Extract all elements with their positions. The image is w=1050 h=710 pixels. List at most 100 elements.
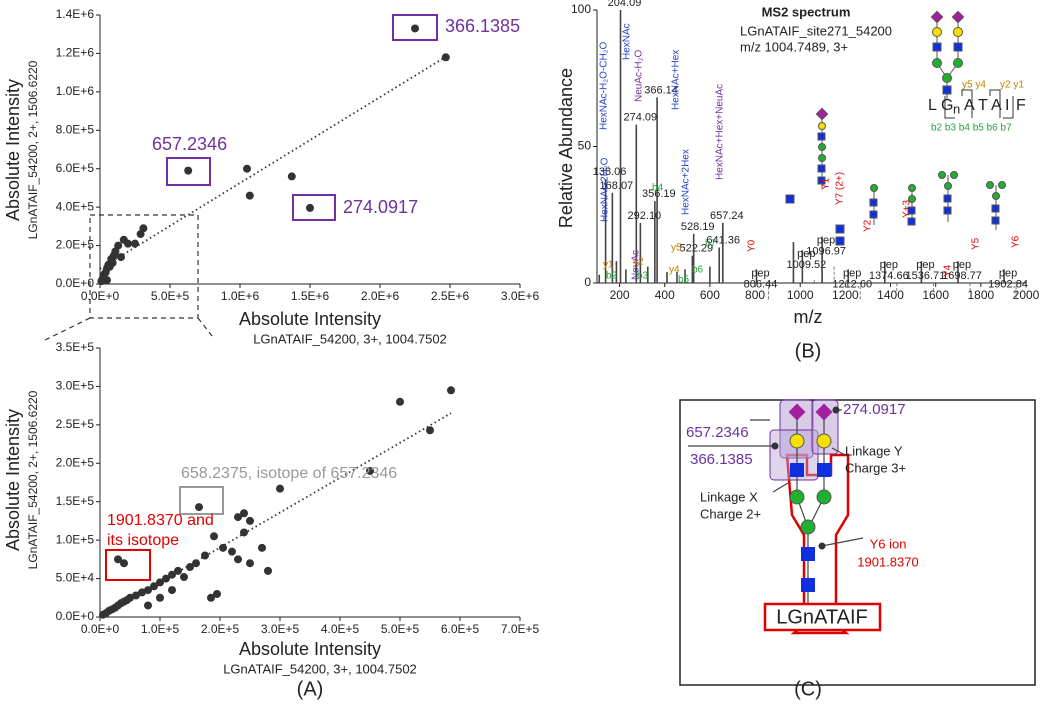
ion-label: Y2 bbox=[863, 219, 874, 232]
data-point bbox=[117, 253, 125, 262]
data-point bbox=[144, 586, 152, 595]
x-axis-label: Absolute Intensity bbox=[239, 639, 381, 659]
peak-label: 292.10 bbox=[628, 210, 662, 222]
mass-label: 366.1385 bbox=[690, 451, 753, 468]
data-point bbox=[426, 426, 434, 435]
data-point bbox=[411, 24, 419, 33]
data-point bbox=[245, 191, 254, 200]
peak bbox=[692, 233, 695, 283]
x-tick-label: 2.0E+6 bbox=[361, 289, 400, 303]
peak bbox=[722, 222, 724, 283]
data-point bbox=[138, 588, 146, 597]
data-point bbox=[156, 593, 164, 602]
x-tick-label: 1.5E+6 bbox=[291, 289, 330, 303]
data-point bbox=[240, 528, 248, 537]
data-point bbox=[246, 559, 254, 568]
annotation: 657.2346 bbox=[152, 134, 227, 154]
data-point bbox=[366, 466, 374, 475]
data-point bbox=[114, 555, 122, 564]
peak-prefix: pep bbox=[880, 259, 898, 271]
data-point bbox=[234, 555, 242, 564]
y-tick-label: 3.0E+5 bbox=[56, 379, 95, 393]
peak-label: 168.07 bbox=[600, 180, 634, 192]
peak bbox=[635, 124, 638, 283]
fragment-label: HexNAc-2H₂O bbox=[600, 157, 611, 222]
data-point bbox=[114, 241, 123, 250]
peak bbox=[611, 192, 614, 283]
sequence-residue: I bbox=[1005, 97, 1009, 114]
ion-label: Y5 bbox=[971, 237, 982, 250]
peak-label: 806.44 bbox=[744, 278, 778, 290]
data-point bbox=[195, 503, 203, 512]
x-tick-label: 1200 bbox=[832, 288, 859, 302]
b-ion-labels: b2 b3 b4 b5 b6 b7 bbox=[931, 123, 1012, 134]
peak bbox=[654, 201, 656, 283]
panel-label: (A) bbox=[297, 678, 324, 700]
fragment-label: HexNAc+2Hex bbox=[681, 149, 692, 215]
y-tick-label: 1.0E+6 bbox=[56, 84, 95, 98]
glycan-diagram bbox=[688, 399, 882, 635]
data-point bbox=[156, 578, 164, 587]
peak-label: 1536.71 bbox=[906, 270, 946, 282]
peak bbox=[755, 269, 758, 283]
data-point bbox=[201, 551, 209, 560]
ion-label: Y+3 bbox=[902, 199, 913, 218]
ion-label: b7 bbox=[705, 239, 717, 250]
peak bbox=[639, 222, 642, 283]
annotation-box bbox=[179, 486, 224, 515]
ion-label: Y7 (2+) bbox=[835, 172, 846, 205]
linkage-label: Linkage Y bbox=[845, 443, 903, 458]
ion-label: b2 bbox=[606, 271, 618, 282]
data-point bbox=[219, 543, 227, 552]
chart-title: MS2 spectrum bbox=[762, 4, 851, 19]
peak-prefix: pep bbox=[751, 267, 769, 279]
diagram-frame bbox=[679, 399, 1036, 686]
y-axis-sublabel: LGnATAIF_54200, 2+, 1506.6220 bbox=[26, 390, 40, 569]
peak bbox=[684, 269, 686, 283]
data-point bbox=[396, 397, 404, 406]
ion-label: b4 bbox=[652, 183, 664, 194]
peak-label: 356.19 bbox=[642, 188, 676, 200]
ion-label: Y1 bbox=[821, 177, 832, 190]
fragment-label: NeuAc bbox=[631, 250, 642, 280]
peak bbox=[656, 97, 658, 283]
linkage-label: Charge 2+ bbox=[700, 506, 761, 521]
sequence-residue: n bbox=[953, 101, 960, 116]
peak bbox=[821, 236, 823, 283]
chart-subtitle: m/z 1004.7489, 3+ bbox=[740, 39, 848, 54]
panel-label: (C) bbox=[794, 678, 822, 700]
fragment-label: HexNAc+Hex+NeuAc bbox=[715, 84, 726, 180]
data-point bbox=[124, 239, 132, 248]
y-tick-label: 6.0E+5 bbox=[56, 161, 95, 175]
peak-label: 274.09 bbox=[623, 112, 657, 124]
zoom-indicator bbox=[44, 214, 213, 341]
y-tick-label: 1.4E+6 bbox=[56, 7, 95, 21]
peak-prefix: pep bbox=[999, 267, 1017, 279]
y-tick-label: 1.0E+5 bbox=[56, 532, 95, 546]
data-point bbox=[246, 516, 254, 525]
trendline bbox=[99, 56, 447, 270]
data-point bbox=[103, 276, 111, 285]
peak bbox=[691, 255, 694, 283]
data-point bbox=[210, 532, 218, 541]
ion-label: b3 bbox=[637, 271, 649, 282]
peak-label: 366.14 bbox=[644, 84, 678, 96]
data-point bbox=[162, 574, 170, 583]
x-tick-label: 5.0E+5 bbox=[151, 289, 190, 303]
ion-label: Y0 bbox=[747, 239, 758, 252]
sequence-residue: A bbox=[991, 97, 1002, 114]
peak bbox=[957, 261, 959, 283]
sequence-residue: G bbox=[941, 97, 953, 114]
data-point bbox=[287, 172, 296, 181]
x-tick-label: 3.0E+5 bbox=[261, 622, 300, 636]
peak-prefix: pep bbox=[797, 248, 815, 260]
data-point bbox=[234, 513, 242, 522]
data-point bbox=[276, 484, 284, 493]
fragment-label: HexNAc+Hex bbox=[671, 50, 682, 110]
data-point bbox=[186, 563, 194, 572]
annotation: 1901.8370 and bbox=[107, 512, 214, 529]
peak bbox=[604, 179, 607, 283]
peak-label: 1902.84 bbox=[988, 278, 1028, 290]
glycopeptide-cartoon bbox=[930, 10, 965, 100]
data-point bbox=[144, 601, 152, 610]
